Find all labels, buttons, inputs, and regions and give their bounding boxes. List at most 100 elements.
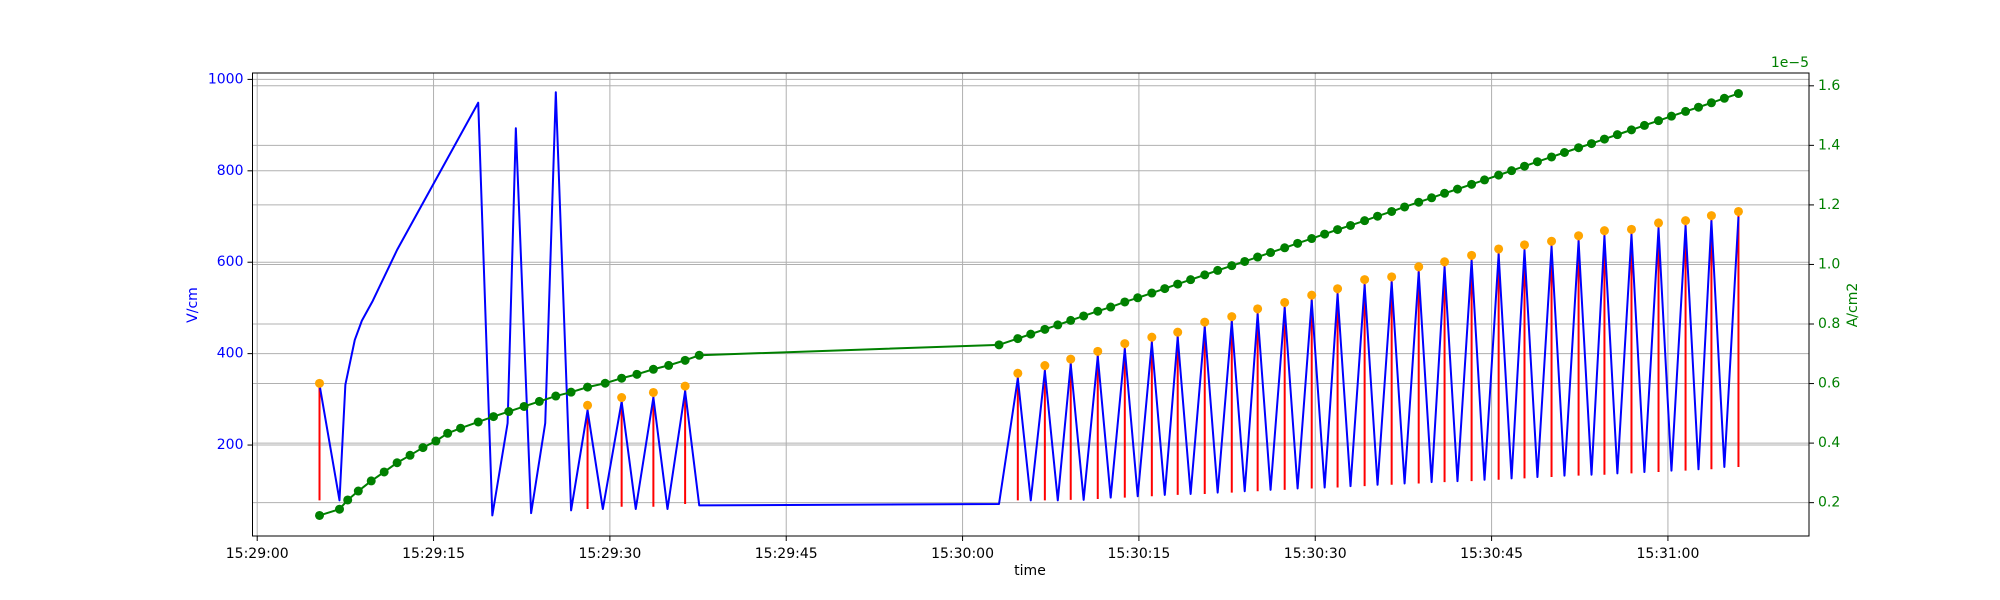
series-marker [431,436,441,446]
x-tick-label: 15:29:15 [402,546,465,562]
peak-marker [1599,226,1609,236]
series-marker [519,401,529,411]
series-marker [1507,166,1517,176]
series-marker [994,340,1004,350]
y2-tick-label: 1.4 [1818,137,1840,153]
peak-marker [1706,211,1716,221]
x-tick-label: 15:31:00 [1636,546,1699,562]
y2-tick-label: 1.6 [1818,78,1840,94]
series-marker [1452,184,1462,194]
series-marker [443,428,453,438]
series-marker [1066,315,1076,325]
series-marker [334,504,344,514]
peak-marker [1494,244,1504,254]
peak-marker [1040,361,1050,371]
series-marker [1280,243,1290,253]
series-marker [1719,93,1729,103]
series-marker [1612,130,1622,140]
x-axis-label: time [1014,563,1046,579]
series-line [318,91,1740,517]
series-marker [1520,161,1530,171]
y-tick-label: 400 [217,346,244,362]
peak-marker [1307,290,1317,300]
peak-marker [648,387,658,397]
series-marker [632,369,642,379]
series-marker [1106,302,1116,312]
y2-tick-label: 0.8 [1818,316,1840,332]
series-marker [504,407,514,417]
series-marker [1227,261,1237,271]
series-marker [1574,143,1584,153]
x-tick-label: 15:29:45 [755,546,818,562]
series-marker [315,510,325,520]
series-marker [1040,324,1050,334]
series-marker [694,350,704,360]
series-marker [1400,202,1410,212]
series-marker [648,364,658,374]
series-marker [1626,125,1636,135]
series-marker [1599,134,1609,144]
peak-marker [1333,284,1343,294]
series-marker [1013,334,1023,344]
series-marker [366,476,376,486]
series-marker [1559,147,1569,157]
series-marker [379,467,389,477]
peak-marker [1547,236,1557,246]
peak-marker [1200,317,1210,327]
series-marker [1440,188,1450,198]
series-marker [1240,256,1250,266]
peak-marker [1360,275,1370,285]
series-marker [1266,248,1276,258]
series-marker [617,373,627,383]
series-marker [473,417,483,427]
y2-tick-label: 1.2 [1818,197,1840,213]
series-marker [1293,238,1303,248]
series-marker [1320,229,1330,239]
peak-marker [1227,312,1237,322]
series-marker [1547,152,1557,162]
series-marker [1186,275,1196,285]
series-marker [353,486,363,496]
y-tick-label: 1000 [208,71,244,87]
peak-marker [1440,257,1450,267]
plot-frame [252,72,1810,537]
peak-marker [315,378,325,388]
series-marker [1346,220,1356,230]
peak-marker [1013,368,1023,378]
series-marker [1639,120,1649,130]
series-marker [488,412,498,422]
peak-marker [1574,231,1584,241]
x-tick-label: 15:29:00 [226,546,289,562]
series-marker [583,382,593,392]
series-marker [456,423,466,433]
series-marker [1706,98,1716,108]
series-marker [1093,306,1103,316]
series-marker [1213,265,1223,275]
series-marker [1532,157,1542,167]
y-axis-label: V/cm [185,287,201,323]
y2-axis-label: A/cm2 [1845,283,1861,328]
series-marker [1200,270,1210,280]
x-tick-label: 15:30:15 [1107,546,1170,562]
peak-marker [680,381,690,391]
series-marker [1654,116,1664,126]
peak-marker [1414,262,1424,272]
series-marker [1467,179,1477,189]
peak-marker [583,400,593,410]
y-tick-label: 600 [217,254,244,270]
series-marker [1360,216,1370,226]
series-marker [1387,206,1397,216]
y2-tick-label: 0.2 [1818,495,1840,511]
series-marker [343,495,353,505]
series-marker [1681,106,1691,116]
series-marker [1253,252,1263,262]
series-marker [551,391,561,401]
series-marker [1427,193,1437,203]
series-marker [1053,320,1063,330]
x-tick-label: 15:29:30 [578,546,641,562]
series-marker [1666,111,1676,121]
series-marker [1160,284,1170,294]
peak-marker [1253,304,1263,314]
y2-tick-label: 0.6 [1818,376,1840,392]
